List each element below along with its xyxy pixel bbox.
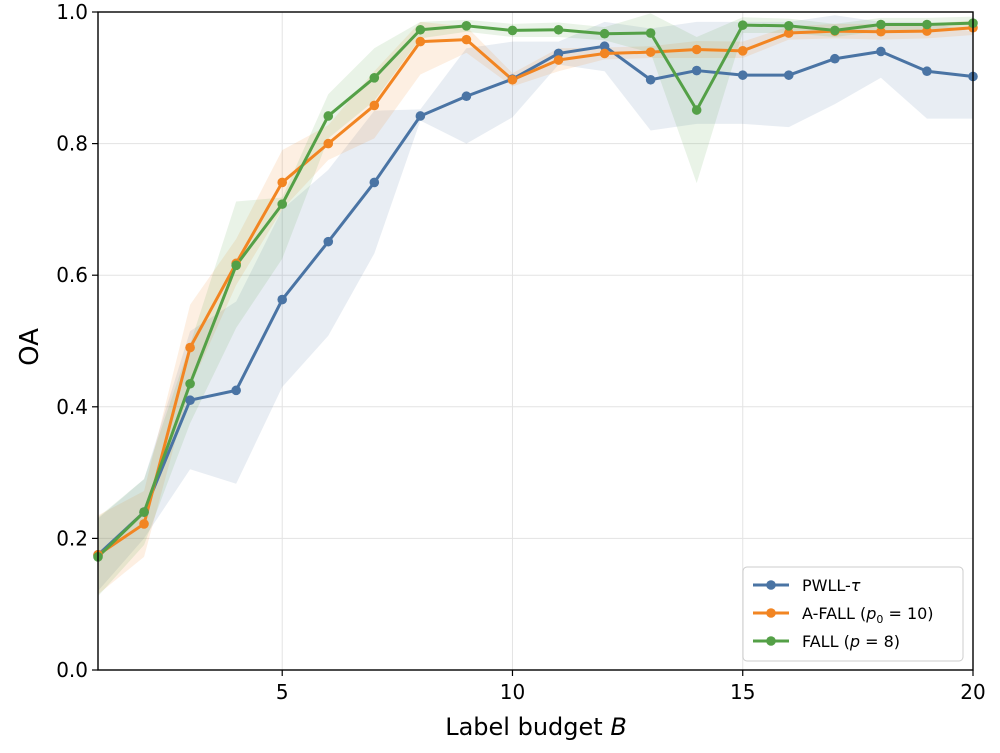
point-series-2 <box>645 28 656 38</box>
x-tick-label: 10 <box>500 680 525 704</box>
band-series-2 <box>98 13 973 597</box>
point-series-2 <box>139 507 149 517</box>
y-tick-label: 0.4 <box>56 395 88 419</box>
x-tick-label: 15 <box>730 680 755 704</box>
y-tick-label: 0.0 <box>56 658 88 682</box>
point-series-2 <box>830 25 840 36</box>
x-tick-label: 5 <box>276 680 289 704</box>
point-series-0 <box>645 74 656 85</box>
legend-entry-0: PWLL-τ <box>802 576 861 595</box>
point-series-2 <box>185 378 195 389</box>
point-series-1 <box>876 26 886 37</box>
x-tick-label: 20 <box>960 680 985 704</box>
series-points <box>93 18 978 562</box>
band-series-0 <box>98 15 973 592</box>
point-series-0 <box>599 41 610 52</box>
y-tick-label: 0.2 <box>56 526 88 550</box>
point-series-2 <box>461 21 472 31</box>
point-series-1 <box>369 100 380 111</box>
legend-marker-0 <box>766 580 776 590</box>
point-series-2 <box>277 199 288 209</box>
point-series-0 <box>461 91 472 102</box>
y-axis-ticks: 0.0 0.2 0.4 0.6 0.8 1.0 <box>56 0 98 682</box>
point-series-1 <box>185 342 195 353</box>
point-series-2 <box>876 19 886 30</box>
legend-entry-2: FALL (p = 8) <box>802 632 900 651</box>
line-series-1 <box>97 26 974 557</box>
legend-marker-2 <box>766 636 776 646</box>
point-series-0 <box>922 66 932 77</box>
legend-entry-1: A-FALL (p0 = 10) <box>802 604 934 626</box>
point-series-2 <box>507 25 518 36</box>
point-series-0 <box>277 294 288 305</box>
point-series-1 <box>691 44 702 55</box>
legend-marker-1 <box>766 608 776 618</box>
series-lines <box>96 21 974 558</box>
point-series-0 <box>185 395 195 406</box>
point-series-0 <box>783 70 794 80</box>
point-series-2 <box>369 73 380 83</box>
y-tick-label: 1.0 <box>56 0 88 24</box>
point-series-2 <box>415 24 426 35</box>
y-tick-label: 0.8 <box>56 132 88 156</box>
point-series-2 <box>323 111 334 121</box>
point-series-1 <box>645 47 656 57</box>
line-series-0 <box>96 44 974 556</box>
point-series-1 <box>277 177 288 188</box>
point-series-0 <box>231 385 241 396</box>
point-series-2 <box>691 105 702 115</box>
point-series-0 <box>323 236 334 247</box>
point-series-1 <box>737 46 748 56</box>
x-axis-ticks: 5 10 15 20 <box>276 670 986 704</box>
point-series-1 <box>415 36 426 47</box>
line-series-2 <box>96 21 974 558</box>
point-series-0 <box>876 46 886 57</box>
point-series-0 <box>830 53 840 64</box>
point-series-0 <box>691 65 702 76</box>
point-series-0 <box>369 177 380 188</box>
plot-frame <box>97 11 974 671</box>
x-axis-label: Label budget B <box>445 713 627 741</box>
band-series-1 <box>98 20 973 595</box>
point-series-0 <box>415 111 426 121</box>
point-series-2 <box>737 20 748 30</box>
y-axis-label: OA <box>15 328 45 366</box>
confidence-bands <box>98 13 973 597</box>
point-series-1 <box>783 28 794 38</box>
point-series-0 <box>737 70 748 80</box>
point-series-1 <box>323 138 334 149</box>
point-series-1 <box>507 74 518 85</box>
point-series-2 <box>553 24 564 35</box>
point-series-2 <box>783 21 794 31</box>
legend: PWLL-τ A-FALL (p0 = 10) FALL (p = 8) <box>742 566 964 662</box>
point-series-1 <box>139 519 149 529</box>
point-series-0 <box>553 48 564 59</box>
y-tick-label: 0.6 <box>56 263 88 287</box>
point-series-1 <box>461 34 472 45</box>
point-series-2 <box>599 28 610 39</box>
point-series-1 <box>553 55 564 65</box>
point-series-1 <box>599 48 610 59</box>
point-series-2 <box>231 260 241 271</box>
point-series-1 <box>922 26 932 36</box>
legend-box <box>742 566 964 662</box>
point-series-2 <box>922 19 932 30</box>
